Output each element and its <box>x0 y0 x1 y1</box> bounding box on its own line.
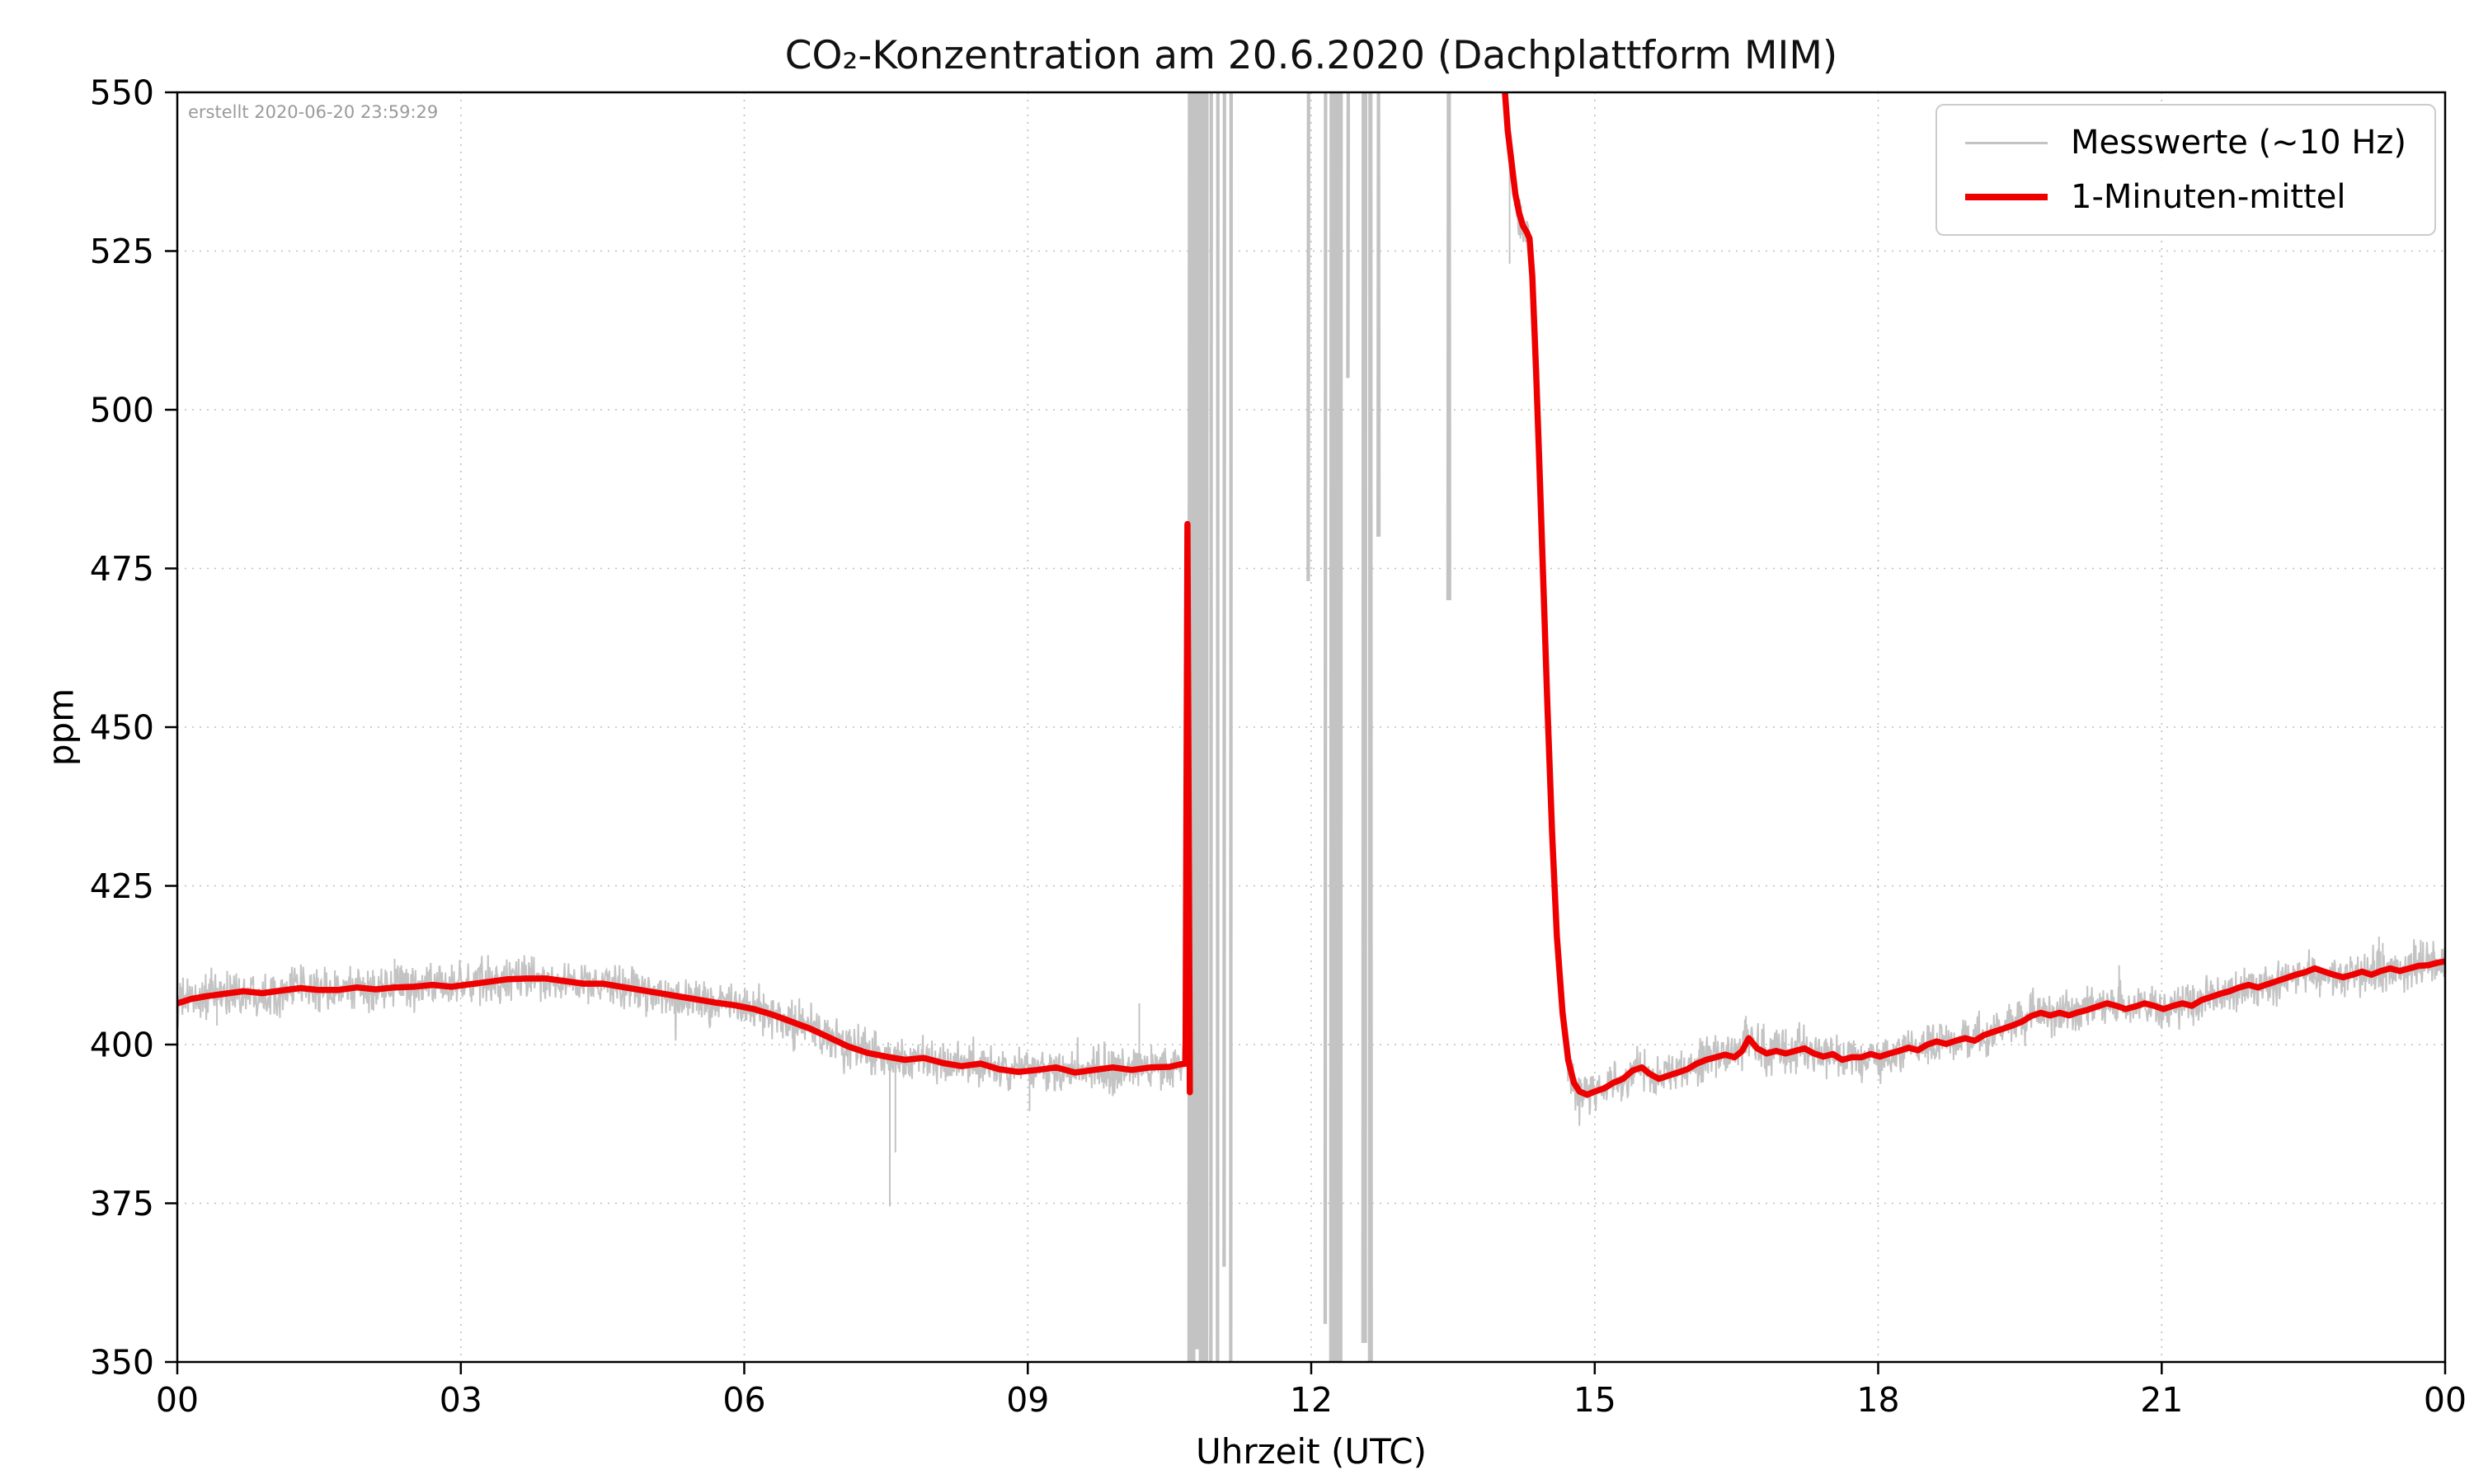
saturation-band <box>1216 92 1220 1362</box>
mean-series <box>177 92 2445 1098</box>
x-tick-label: 00 <box>156 1380 199 1420</box>
mean-line-sample <box>1965 194 2048 200</box>
saturation-bands <box>1187 92 1451 1362</box>
x-tick-label: 15 <box>1573 1380 1616 1420</box>
y-tick-label: 500 <box>90 390 154 430</box>
saturation-band <box>1222 92 1226 1267</box>
grid <box>176 92 2446 1363</box>
ticks <box>165 91 2447 1374</box>
x-tick-label: 21 <box>2140 1380 2183 1420</box>
y-tick-labels: 350 375 400 425 450 475 500 525 550 <box>90 73 154 1382</box>
mean-segment <box>177 520 1193 1096</box>
y-tick-label: 550 <box>90 73 154 112</box>
y-tick-label: 400 <box>90 1025 154 1064</box>
x-tick-label: 03 <box>440 1380 482 1420</box>
saturation-band <box>1376 92 1381 538</box>
saturation-band <box>1209 92 1213 1362</box>
x-tick-label: 18 <box>1856 1380 1899 1420</box>
x-tick-label: 00 <box>2424 1380 2467 1420</box>
legend: Messwerte (~10 Hz) 1-Minuten-mittel <box>1935 104 2436 236</box>
y-axis-label: ppm <box>40 688 82 767</box>
legend-entry-raw: Messwerte (~10 Hz) <box>1965 124 2406 162</box>
legend-entry-mean: 1-Minuten-mittel <box>1965 178 2406 216</box>
x-tick-label: 09 <box>1006 1380 1049 1420</box>
created-note: erstellt 2020-06-20 23:59:29 <box>188 102 439 122</box>
saturation-band <box>1361 92 1368 1343</box>
y-tick-label: 425 <box>90 866 154 906</box>
saturation-band <box>1446 92 1451 601</box>
x-tick-labels: 00 03 06 09 12 15 18 21 00 <box>156 1380 2467 1420</box>
x-tick-label: 12 <box>1290 1380 1333 1420</box>
raw-outliers <box>216 146 2384 1207</box>
legend-label-mean: 1-Minuten-mittel <box>2071 178 2346 216</box>
y-tick-label: 525 <box>90 232 154 271</box>
raw-line-sample <box>1965 141 2048 144</box>
chart-title: CO₂-Konzentration am 20.6.2020 (Dachplat… <box>784 33 1838 78</box>
saturation-band <box>1329 92 1343 1362</box>
x-axis-label: Uhrzeit (UTC) <box>1195 1431 1427 1472</box>
raw-segment <box>1503 92 2445 1126</box>
legend-label-raw: Messwerte (~10 Hz) <box>2071 124 2406 162</box>
saturation-band <box>1229 92 1233 1362</box>
mean-segment <box>1502 92 2445 1098</box>
x-tick-label: 06 <box>722 1380 765 1420</box>
saturation-band <box>1193 92 1201 1350</box>
saturation-band <box>1367 92 1373 1362</box>
saturation-band <box>1306 92 1310 581</box>
raw-segment <box>177 955 1188 1097</box>
y-tick-label: 375 <box>90 1184 154 1223</box>
y-tick-label: 450 <box>90 707 154 747</box>
saturation-band <box>1346 92 1350 378</box>
y-tick-label: 475 <box>90 549 154 589</box>
saturation-band <box>1323 92 1328 1324</box>
y-tick-label: 350 <box>90 1342 154 1382</box>
saturation-band <box>1198 92 1209 1362</box>
axes-spines <box>176 91 2447 1364</box>
saturation-band <box>1187 92 1196 1362</box>
